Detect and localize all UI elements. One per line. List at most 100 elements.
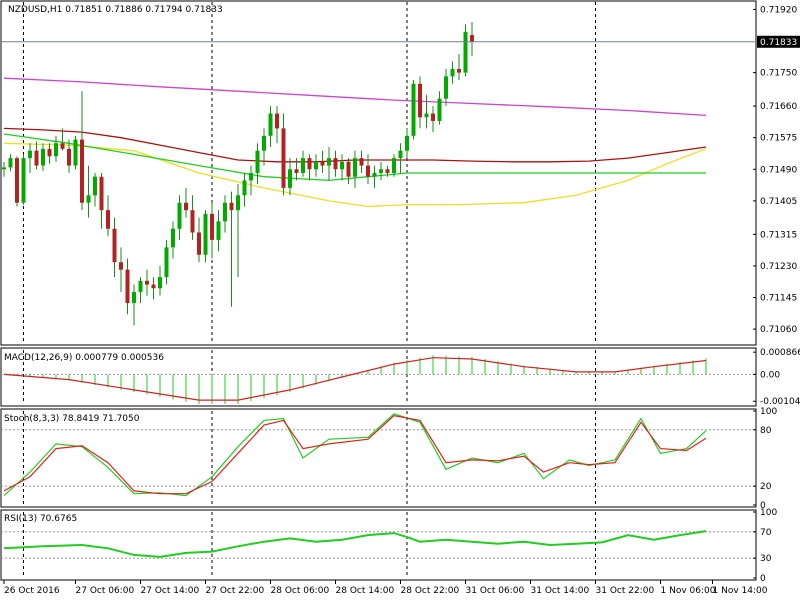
candle-body bbox=[275, 113, 279, 129]
candle-body bbox=[138, 280, 143, 292]
candle-body bbox=[424, 113, 429, 118]
x-tick-label: 28 Oct 22:00 bbox=[401, 586, 460, 596]
candles bbox=[2, 22, 474, 326]
y-tick-label: 0.71145 bbox=[760, 294, 797, 304]
x-tick-label: 1 Nov 06:00 bbox=[661, 586, 716, 596]
candle-body bbox=[8, 158, 13, 168]
stoch-lines bbox=[1, 413, 756, 497]
stoch-header: Stoch(8,3,3) 78.8419 71.7050 bbox=[4, 414, 140, 424]
macd-header: MACD(12,26,9) 0.000779 0.000536 bbox=[4, 353, 164, 363]
candle-body bbox=[249, 173, 253, 181]
candle-body bbox=[132, 291, 136, 304]
candle-body bbox=[47, 148, 52, 157]
candle-body bbox=[15, 158, 19, 203]
macd-signal-path bbox=[3, 357, 707, 401]
candle-body bbox=[372, 173, 377, 177]
candle-body bbox=[236, 195, 240, 211]
candle-body bbox=[177, 202, 182, 229]
candle-body bbox=[125, 269, 130, 304]
x-tick-label: 31 Oct 06:00 bbox=[466, 586, 525, 596]
rsi-panel: RSI(13) 70.6765 100 70 30 0 bbox=[0, 508, 777, 584]
candle-body bbox=[158, 277, 162, 289]
candle-body bbox=[346, 161, 351, 177]
y-tick-label: 0.00 bbox=[760, 370, 780, 380]
y-tick-label: 30 bbox=[760, 554, 772, 564]
candle-body bbox=[151, 284, 156, 289]
x-tick-label: 27 Oct 22:00 bbox=[206, 586, 265, 596]
y-tick-label: 0.71660 bbox=[760, 102, 797, 112]
x-tick-label: 31 Oct 14:00 bbox=[531, 586, 590, 596]
candle-body bbox=[73, 139, 78, 166]
candle-body bbox=[2, 167, 6, 170]
price-panel-frame bbox=[0, 0, 757, 346]
y-tick-label: 0.71060 bbox=[760, 325, 797, 335]
y-tick-label: 0 bbox=[760, 501, 766, 511]
y-tick-label: 0.71575 bbox=[760, 134, 797, 144]
candle-body bbox=[307, 158, 312, 170]
candle-body bbox=[242, 180, 247, 196]
candle-body bbox=[392, 158, 396, 173]
candle-body bbox=[379, 169, 383, 173]
candle-body bbox=[463, 31, 468, 73]
candle-body bbox=[359, 158, 364, 166]
x-tick-label: 26 Oct 2016 bbox=[4, 586, 60, 596]
candle-body bbox=[203, 213, 208, 255]
rsi-separators bbox=[23, 512, 596, 578]
candle-body bbox=[34, 150, 39, 166]
candle-body bbox=[450, 68, 455, 77]
y-tick-label: 20 bbox=[760, 482, 772, 492]
candle-body bbox=[314, 161, 318, 170]
candle-body bbox=[268, 113, 273, 136]
price-y-axis: 0.71920 0.71750 0.71660 0.71575 0.71490 0.714… bbox=[753, 5, 797, 335]
candle-body bbox=[112, 228, 117, 263]
ma-magenta-line bbox=[3, 77, 707, 117]
candle-body bbox=[320, 161, 325, 166]
candle-body bbox=[223, 202, 227, 222]
candle-body bbox=[119, 262, 123, 270]
y-tick-label: 0.71750 bbox=[760, 69, 797, 79]
candle-body bbox=[301, 158, 305, 173]
rsi-y-axis: 100 70 30 0 bbox=[753, 508, 777, 584]
current-price-label: 0.71833 bbox=[760, 38, 797, 48]
candle-body bbox=[184, 202, 188, 211]
candle-body bbox=[437, 98, 442, 121]
y-tick-label: 0.71405 bbox=[760, 197, 797, 207]
y-tick-label: 80 bbox=[760, 426, 772, 436]
stoch-panel: Stoch(8,3,3) 78.8419 71.7050 100 80 20 0 bbox=[0, 407, 777, 511]
candle-body bbox=[340, 161, 344, 170]
ma-yellow-line bbox=[3, 142, 707, 208]
x-tick-label: 1 Nov 14:00 bbox=[713, 586, 768, 596]
candle-body bbox=[41, 148, 45, 166]
candle-body bbox=[288, 169, 292, 188]
macd-panel: MACD(12,26,9) 0.000779 0.000536 0.000866… bbox=[0, 347, 800, 407]
stoch-main-path bbox=[3, 413, 707, 497]
x-tick-label: 31 Oct 22:00 bbox=[596, 586, 655, 596]
candle-body bbox=[171, 228, 175, 248]
current-price-badge bbox=[757, 35, 800, 48]
candle-body bbox=[262, 135, 266, 151]
candle-body bbox=[444, 76, 448, 99]
candle-body bbox=[281, 128, 286, 188]
rsi-line bbox=[1, 530, 756, 559]
candle-body bbox=[197, 232, 201, 255]
y-tick-label: 0.71315 bbox=[760, 230, 797, 240]
candle-body bbox=[405, 135, 409, 151]
candle-body bbox=[86, 195, 91, 203]
x-tick-label: 28 Oct 14:00 bbox=[336, 586, 395, 596]
candle-body bbox=[294, 169, 299, 173]
rsi-path bbox=[3, 530, 707, 558]
candle-body bbox=[21, 158, 26, 203]
time-axis: 26 Oct 2016 27 Oct 06:00 27 Oct 14:00 27 Oc… bbox=[3, 580, 768, 596]
x-tick-label: 27 Oct 14:00 bbox=[141, 586, 200, 596]
candle-body bbox=[93, 176, 97, 196]
candle-body bbox=[327, 158, 331, 166]
candle-body bbox=[80, 139, 84, 203]
x-tick-label: 28 Oct 06:00 bbox=[271, 586, 330, 596]
candle-body bbox=[457, 68, 461, 73]
y-tick-label: 100 bbox=[760, 407, 777, 417]
y-tick-label: -0.001043 bbox=[760, 397, 800, 407]
candle-body bbox=[164, 247, 169, 278]
candle-body bbox=[106, 210, 110, 229]
y-tick-label: 100 bbox=[760, 508, 777, 518]
